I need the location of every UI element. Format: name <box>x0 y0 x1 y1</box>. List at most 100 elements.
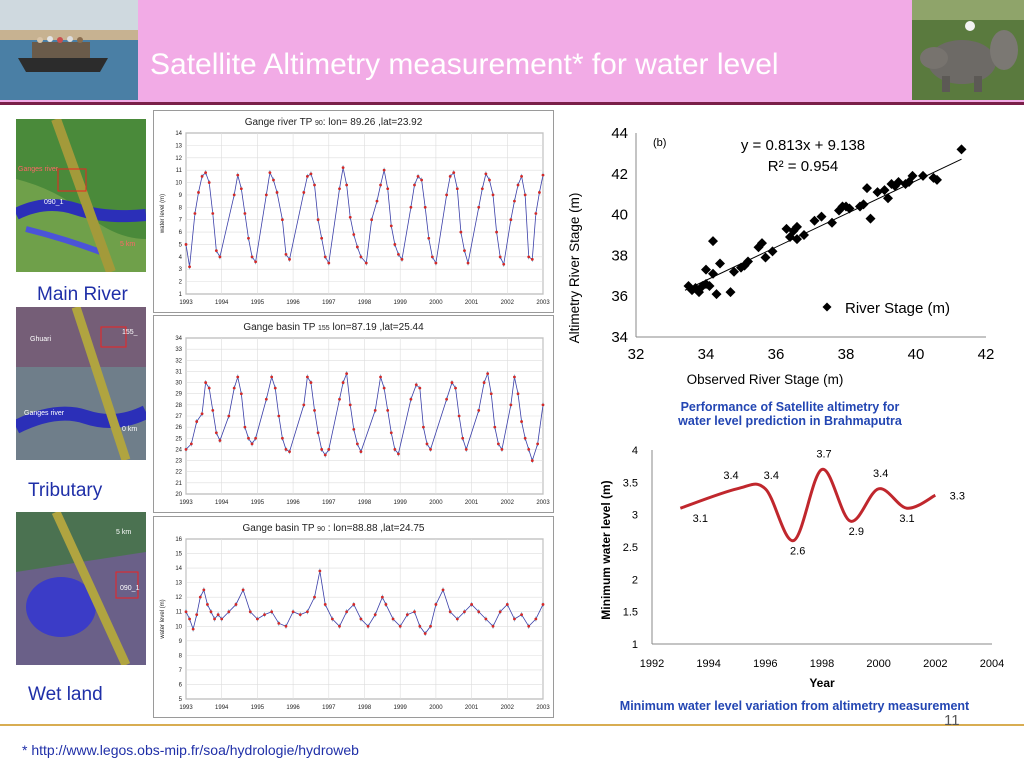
y-tick-label: 13 <box>175 143 182 149</box>
x-tick-label: 1998 <box>358 300 372 306</box>
data-point <box>496 442 500 446</box>
x-tick-label: 1994 <box>215 500 229 506</box>
data-point <box>450 381 454 384</box>
x-tick-label: 2000 <box>866 658 890 670</box>
data-point <box>413 183 416 187</box>
data-point <box>213 617 216 621</box>
data-point <box>338 624 341 628</box>
data-point <box>530 459 534 462</box>
x-tick-label: 1996 <box>753 658 777 670</box>
x-tick-label: 1993 <box>179 705 193 711</box>
data-point <box>256 617 259 621</box>
data-point <box>398 624 402 628</box>
min-chart-caption: Minimum water level variation from altim… <box>619 699 970 713</box>
y-tick-label: 12 <box>175 156 182 162</box>
data-point <box>345 183 349 187</box>
x-tick-label: 2002 <box>501 500 515 506</box>
y-tick-label: 9 <box>179 639 183 645</box>
data-label: 3.1 <box>899 513 914 525</box>
data-point <box>313 183 316 187</box>
data-point <box>781 223 792 234</box>
data-point <box>397 252 400 256</box>
y-tick-label: 30 <box>175 381 182 387</box>
data-point <box>355 245 359 249</box>
trend-equation: y = 0.813x + 9.138 <box>741 137 865 154</box>
x-tick-label: 1999 <box>394 300 408 306</box>
data-point <box>254 436 258 440</box>
data-point <box>247 236 250 240</box>
data-point <box>200 412 204 416</box>
y-tick-label: 22 <box>175 470 182 476</box>
y-tick-label: 34 <box>611 329 628 346</box>
data-point <box>523 193 527 197</box>
data-point <box>272 178 275 182</box>
data-point <box>204 171 208 175</box>
boat-photo-icon <box>0 0 138 100</box>
data-point <box>430 255 434 259</box>
data-point <box>375 199 379 203</box>
data-point <box>844 203 855 214</box>
y-tick-label: 3.5 <box>623 477 638 489</box>
series-line <box>185 570 544 635</box>
data-point <box>516 392 520 396</box>
tributary-satellite-map: Ghuari 155_ Ganges river 0 km <box>16 307 146 460</box>
data-point <box>541 603 545 606</box>
y-tick-label: 3 <box>632 510 638 522</box>
data-label: 3.7 <box>816 448 831 460</box>
y-tick-label: 20 <box>175 492 182 498</box>
data-point <box>530 257 534 261</box>
data-point <box>373 613 377 617</box>
x-tick-label: 42 <box>978 346 995 363</box>
data-point <box>708 236 718 247</box>
data-point <box>227 414 231 418</box>
data-point <box>422 425 425 429</box>
data-point <box>418 386 422 390</box>
data-point <box>345 610 349 614</box>
data-point <box>393 243 397 246</box>
data-point <box>498 610 502 614</box>
data-point <box>513 375 516 379</box>
data-point <box>708 268 718 279</box>
data-point <box>477 409 481 412</box>
data-point <box>305 610 309 614</box>
data-point <box>486 372 490 376</box>
data-point <box>280 436 284 440</box>
x-tick-label: 2000 <box>429 300 443 306</box>
y-tick-label: 8 <box>179 205 183 211</box>
x-tick-label: 2002 <box>923 658 947 670</box>
data-point <box>420 178 424 182</box>
y-tick-label: 4 <box>179 255 183 261</box>
map-label: 090_1 <box>44 199 64 206</box>
data-point <box>327 261 331 265</box>
y-axis-label: water level (m) <box>160 194 166 234</box>
y-tick-label: 6 <box>179 682 183 688</box>
map-label: Ghuari <box>30 336 51 343</box>
data-point <box>488 178 491 182</box>
map-label: 0 km <box>122 426 137 433</box>
scatter-caption: Performance of Satellite altimetry for w… <box>620 400 960 428</box>
data-point <box>341 381 345 384</box>
x-tick-label: 38 <box>838 346 855 363</box>
data-point <box>513 617 516 621</box>
data-point <box>241 588 245 592</box>
data-point <box>327 448 331 451</box>
y-tick-label: 10 <box>175 624 182 630</box>
data-point <box>389 431 393 435</box>
chart-title: Gange basin TP 90 : lon=88.88 ,lat=24.75 <box>242 523 424 534</box>
data-point <box>753 242 764 253</box>
data-point <box>918 170 928 181</box>
data-point <box>184 448 188 451</box>
scatter-caption-line: Performance of Satellite altimetry for <box>680 400 900 414</box>
x-tick-label: 2003 <box>536 705 550 711</box>
data-point <box>268 171 272 175</box>
data-point <box>298 613 302 617</box>
data-point <box>389 224 393 228</box>
data-point <box>309 172 313 176</box>
data-point <box>792 221 802 232</box>
data-point <box>434 261 438 265</box>
y-tick-label: 2 <box>179 280 183 286</box>
map-label: Ganges river <box>18 166 59 173</box>
data-point <box>243 212 247 215</box>
data-point <box>348 215 352 219</box>
data-point <box>455 617 459 621</box>
